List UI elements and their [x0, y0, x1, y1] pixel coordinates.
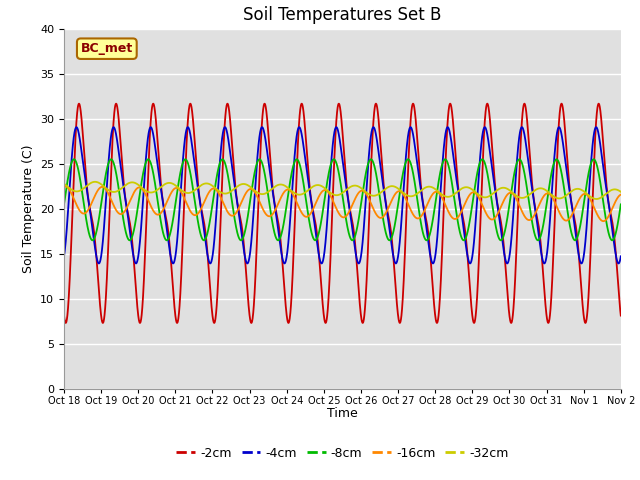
- Text: BC_met: BC_met: [81, 42, 133, 55]
- Title: Soil Temperatures Set B: Soil Temperatures Set B: [243, 6, 442, 24]
- Legend: -2cm, -4cm, -8cm, -16cm, -32cm: -2cm, -4cm, -8cm, -16cm, -32cm: [172, 442, 513, 465]
- X-axis label: Time: Time: [327, 407, 358, 420]
- Y-axis label: Soil Temperature (C): Soil Temperature (C): [22, 144, 35, 273]
